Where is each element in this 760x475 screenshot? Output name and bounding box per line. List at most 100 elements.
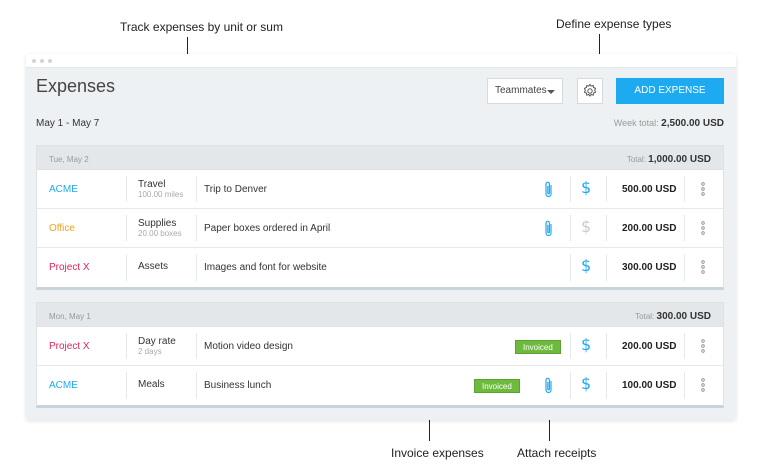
- kebab-menu-icon[interactable]: [700, 376, 706, 394]
- window-dot: [32, 59, 36, 63]
- group-total-value: 1,000.00 USD: [648, 154, 711, 165]
- unit-name: Travel: [138, 179, 166, 190]
- paperclip-icon[interactable]: [542, 376, 556, 396]
- teammates-dropdown[interactable]: Teammates: [487, 78, 563, 104]
- dollar-icon[interactable]: $: [581, 335, 592, 354]
- expense-row[interactable]: ACME Travel 100.00 miles Trip to Denver …: [37, 170, 723, 209]
- expense-description: Business lunch: [204, 380, 272, 391]
- client-name[interactable]: Office: [49, 223, 75, 234]
- column-divider: [570, 254, 571, 281]
- group-total: Total: 300.00 USD: [635, 311, 711, 322]
- expense-unit: Day rate 2 days: [138, 337, 176, 357]
- expense-unit: Meals: [138, 380, 165, 390]
- column-divider: [606, 333, 607, 359]
- expense-description: Images and font for website: [204, 262, 327, 273]
- column-divider: [570, 215, 571, 241]
- teammates-label: Teammates: [495, 85, 547, 96]
- client-name[interactable]: ACME: [49, 184, 78, 195]
- expense-description: Paper boxes ordered in April: [204, 223, 331, 234]
- column-divider: [126, 333, 127, 359]
- add-expense-button[interactable]: ADD EXPENSE: [616, 78, 724, 104]
- column-divider: [606, 176, 607, 202]
- app-window: Expenses Teammates ADD EXPENSE May 1 - M…: [26, 54, 736, 420]
- chevron-down-icon: [547, 90, 555, 94]
- column-divider: [196, 333, 197, 359]
- callout-invoice-expenses: Invoice expenses: [391, 446, 484, 460]
- expense-amount: 200.00 USD: [622, 223, 677, 234]
- expense-amount: 300.00 USD: [622, 262, 677, 273]
- column-divider: [196, 372, 197, 399]
- column-divider: [196, 176, 197, 202]
- group-date: Tue, May 2: [49, 155, 89, 164]
- client-name[interactable]: Project X: [49, 341, 90, 352]
- column-divider: [126, 215, 127, 241]
- expense-unit: Supplies 20.00 boxes: [138, 219, 182, 239]
- paperclip-icon[interactable]: [542, 180, 556, 200]
- dollar-icon[interactable]: $: [581, 374, 592, 393]
- column-divider: [684, 333, 685, 359]
- group-header: Tue, May 2 Total: 1,000.00 USD: [37, 146, 723, 170]
- date-range: May 1 - May 7: [36, 118, 100, 129]
- expense-description: Trip to Denver: [204, 184, 267, 195]
- column-divider: [570, 176, 571, 202]
- window-dot: [48, 59, 52, 63]
- column-divider: [126, 372, 127, 399]
- expense-row[interactable]: ACME Meals Business lunch Invoiced $ 100…: [37, 366, 723, 405]
- paperclip-icon[interactable]: [542, 219, 556, 239]
- group-total-label: Total:: [626, 155, 646, 164]
- kebab-menu-icon[interactable]: [700, 258, 706, 276]
- column-divider: [684, 215, 685, 241]
- client-name[interactable]: Project X: [49, 262, 90, 273]
- dollar-icon[interactable]: $: [581, 178, 592, 197]
- gear-icon: [583, 83, 597, 97]
- expense-row[interactable]: Office Supplies 20.00 boxes Paper boxes …: [37, 209, 723, 248]
- kebab-menu-icon[interactable]: [700, 219, 706, 237]
- window-titlebar: [26, 54, 736, 68]
- page-title: Expenses: [36, 76, 116, 96]
- unit-name: Assets: [138, 261, 169, 272]
- callout-define-types: Define expense types: [556, 17, 672, 31]
- expense-group: Mon, May 1 Total: 300.00 USD Project X D…: [36, 302, 724, 408]
- column-divider: [684, 372, 685, 399]
- unit-quantity: 2 days: [138, 347, 162, 356]
- unit-name: Supplies: [138, 218, 177, 229]
- column-divider: [606, 215, 607, 241]
- group-total-label: Total:: [635, 312, 655, 321]
- group-total-value: 300.00 USD: [656, 311, 711, 322]
- column-divider: [126, 254, 127, 281]
- column-divider: [570, 372, 571, 399]
- column-divider: [196, 254, 197, 281]
- invoiced-badge[interactable]: Invoiced: [474, 379, 520, 393]
- invoiced-badge[interactable]: Invoiced: [515, 340, 561, 354]
- unit-quantity: 20.00 boxes: [138, 229, 182, 238]
- expense-row[interactable]: Project X Assets Images and font for web…: [37, 248, 723, 287]
- window-dot: [40, 59, 44, 63]
- unit-quantity: 100.00 miles: [138, 190, 184, 199]
- expense-amount: 500.00 USD: [622, 184, 677, 195]
- week-total-value: 2,500.00 USD: [661, 118, 724, 129]
- column-divider: [126, 176, 127, 202]
- group-header: Mon, May 1 Total: 300.00 USD: [37, 303, 723, 327]
- column-divider: [684, 254, 685, 281]
- expense-amount: 200.00 USD: [622, 341, 677, 352]
- expense-row[interactable]: Project X Day rate 2 days Motion video d…: [37, 327, 723, 366]
- expense-amount: 100.00 USD: [622, 380, 677, 391]
- group-date: Mon, May 1: [49, 312, 91, 321]
- expense-unit: Travel 100.00 miles: [138, 180, 183, 200]
- settings-button[interactable]: [577, 78, 603, 104]
- column-divider: [606, 254, 607, 281]
- client-name[interactable]: ACME: [49, 380, 78, 391]
- callout-track-expenses: Track expenses by unit or sum: [120, 20, 283, 34]
- expense-group: Tue, May 2 Total: 1,000.00 USD ACME Trav…: [36, 145, 724, 290]
- column-divider: [196, 215, 197, 241]
- group-total: Total: 1,000.00 USD: [627, 154, 711, 165]
- column-divider: [606, 372, 607, 399]
- expense-unit: Assets: [138, 262, 168, 272]
- expense-description: Motion video design: [204, 341, 293, 352]
- kebab-menu-icon[interactable]: [700, 337, 706, 355]
- unit-name: Meals: [138, 379, 165, 390]
- dollar-icon[interactable]: $: [581, 256, 592, 275]
- kebab-menu-icon[interactable]: [700, 180, 706, 198]
- dollar-icon[interactable]: $: [581, 217, 592, 236]
- week-total: Week total: 2,500.00 USD: [614, 118, 724, 129]
